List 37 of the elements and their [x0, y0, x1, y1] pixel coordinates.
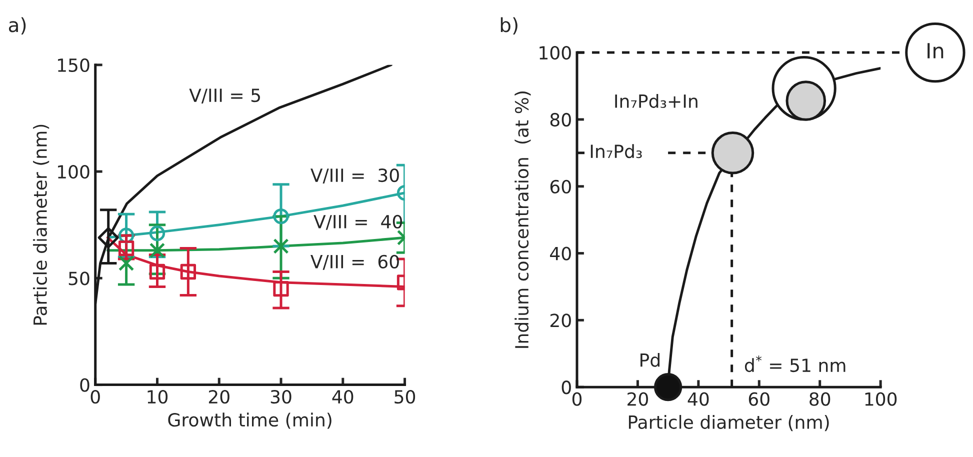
y-tick-label: 100	[540, 46, 571, 60]
y-tick-label: 60	[550, 180, 571, 194]
x-tick-label: 0	[572, 392, 582, 406]
chart-title: a)	[8, 17, 26, 35]
y-tick-label: 150	[58, 58, 90, 72]
annotation: Pd	[640, 352, 660, 367]
x-axis-title: Particle diameter (nm)	[628, 414, 829, 432]
y-tick-label: 0	[562, 380, 571, 394]
y-tick-label: 20	[550, 314, 571, 328]
annotation: In₇Pd₃+In	[615, 94, 698, 108]
x-axis-title: Growth time (min)	[168, 412, 332, 429]
x-tick-label: 10	[148, 390, 168, 404]
x-tick-label: 100	[865, 392, 897, 406]
annotation: V/III = 30	[310, 168, 399, 184]
annotation: V/III = 5	[189, 88, 260, 104]
x-tick-label: 0	[90, 390, 100, 404]
y-tick-label: 40	[550, 246, 571, 260]
ref-line-label: In	[928, 43, 944, 58]
y-tick-label: 100	[58, 164, 90, 179]
x-tick-label: 80	[810, 392, 830, 406]
x-tick-label: 30	[270, 390, 292, 404]
x-tick-label: 20	[628, 392, 648, 406]
x-tick-label: 50	[394, 390, 416, 404]
ref-line-label: d$^{*}$ = 51 nm	[744, 356, 846, 372]
ref-line-label: In₇Pd₃	[590, 144, 642, 158]
chart-title: b)	[500, 17, 518, 35]
annotation: V/III = 40	[314, 214, 402, 230]
x-tick-label: 20	[208, 390, 230, 404]
y-axis-title: Indium concentration (at %)	[514, 92, 531, 348]
x-tick-label: 40	[332, 390, 354, 404]
y-tick-label: 0	[80, 378, 90, 392]
y-tick-label: 50	[68, 272, 90, 286]
annotation: V/III = 60	[310, 254, 399, 270]
y-axis-title: Particle diameter (nm)	[33, 124, 50, 325]
y-tick-label: 80	[550, 112, 571, 127]
x-tick-label: 40	[688, 392, 709, 406]
x-tick-label: 60	[748, 392, 770, 406]
